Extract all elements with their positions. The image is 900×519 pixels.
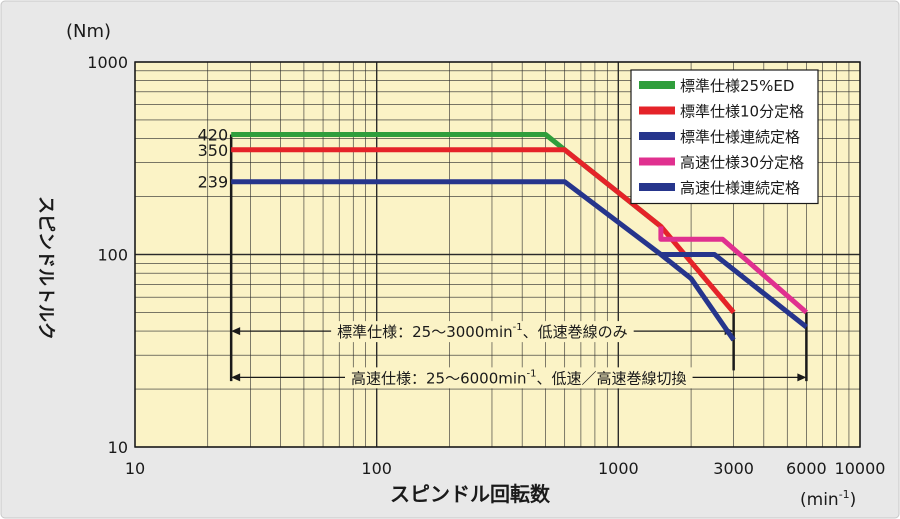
legend-label: 高速仕様30分定格 — [680, 154, 804, 172]
x-tick-label: 6000 — [786, 459, 827, 478]
legend: 標準仕様25%ED 標準仕様10分定格標準仕様連続定格高速仕様30分定格高速仕様連… — [630, 69, 819, 205]
series-line-2 — [231, 147, 736, 315]
plot-frame — [134, 61, 861, 448]
range-arrow-head-left — [231, 373, 241, 382]
legend-label: 標準仕様連続定格 — [680, 128, 800, 146]
speed-range-annotations: 標準仕様：25〜3000min-1、低速巻線のみ高速仕様：25〜6000min-… — [231, 321, 807, 389]
range-arrow-head-right — [797, 373, 807, 382]
range-annotation-text: 標準仕様：25〜3000min-1、低速巻線のみ — [337, 322, 628, 341]
x-axis-ticks: 10 100 1000 3000 6000 10000 — [125, 459, 886, 478]
y-tick-label: 1000 — [87, 53, 128, 72]
x-tick-label: 3000 — [713, 459, 754, 478]
torque-curves — [231, 132, 809, 342]
legend-swatch — [639, 106, 675, 115]
y-unit-label: (Nm) — [66, 21, 111, 42]
range-arrow-head-left — [231, 327, 241, 336]
y-axis-ticks: 10 100 1000 — [87, 53, 128, 457]
legend-item: 高速仕様連続定格 — [639, 179, 800, 197]
range-annotation-text: 高速仕様：25〜6000min-1、低速／高速巻線切換 — [351, 368, 687, 387]
legend-swatch — [639, 157, 675, 166]
x-axis-title: スピンドル回転数 — [390, 482, 551, 506]
legend-label: 高速仕様連続定格 — [680, 179, 800, 197]
legend-item: 標準仕様25%ED — [639, 77, 794, 95]
x-unit-label: (min-1) — [800, 488, 856, 510]
legend-label: 標準仕様10分定格 — [680, 103, 804, 121]
series-line-5 — [660, 252, 808, 329]
y-tick-label: 100 — [97, 246, 128, 265]
torque-value-label: 239 — [198, 173, 229, 192]
range-annotation: 標準仕様：25〜3000min-1、低速巻線のみ — [231, 321, 734, 343]
x-tick-label: 10000 — [835, 459, 886, 478]
legend-label: 標準仕様25%ED — [680, 77, 794, 95]
legend-item: 標準仕様10分定格 — [639, 103, 804, 121]
x-tick-label: 1000 — [598, 459, 639, 478]
y-axis-title: スピンドルトルク — [35, 196, 56, 340]
x-tick-label: 100 — [361, 459, 392, 478]
legend-swatch — [639, 183, 675, 191]
x-tick-label: 10 — [125, 459, 145, 478]
range-annotation-bg — [331, 321, 634, 343]
legend-swatch — [639, 132, 675, 140]
torque-value-label: 350 — [198, 141, 229, 160]
y-tick-label: 10 — [108, 438, 128, 457]
range-annotation: 高速仕様：25〜6000min-1、低速／高速巻線切換 — [231, 367, 807, 389]
torque-value-label: 420 — [198, 126, 229, 145]
series-line-4 — [658, 226, 809, 315]
legend-item: 標準仕様連続定格 — [639, 128, 800, 146]
legend-swatch — [639, 81, 675, 89]
legend-item: 高速仕様30分定格 — [639, 154, 804, 172]
range-annotation-bg — [344, 367, 693, 389]
